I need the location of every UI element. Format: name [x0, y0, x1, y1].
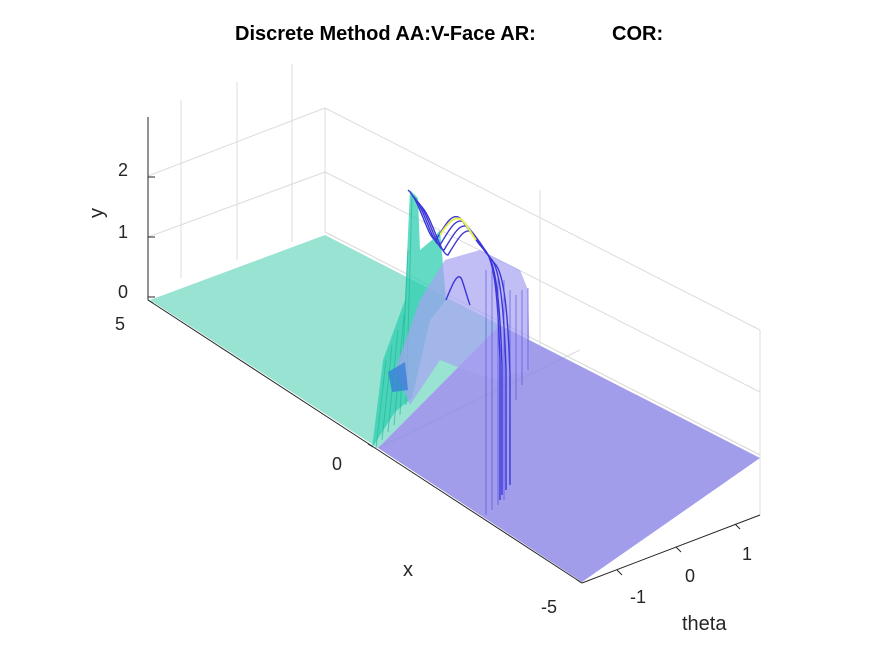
theta-axis-label: theta	[682, 613, 727, 635]
ridge-curve	[445, 276, 471, 306]
x-tick	[576, 579, 583, 584]
hatch-line	[375, 359, 387, 449]
theta-tick	[616, 569, 623, 576]
y-tick-label: 0	[118, 282, 128, 302]
blue-ridge-hatching	[485, 270, 529, 515]
theta-tick	[734, 523, 741, 530]
theta-tick	[675, 546, 682, 553]
y-tick-label: 2	[118, 160, 128, 180]
grid-line	[324, 231, 761, 456]
x-tick-label: -5	[541, 597, 557, 617]
right-surface	[378, 325, 760, 582]
chart-title-right: COR:	[612, 23, 663, 45]
grid-line	[324, 107, 761, 331]
axes	[147, 117, 761, 584]
y-tick-label: 1	[118, 222, 128, 242]
x-tick-label: 0	[332, 454, 342, 474]
crest-highlight	[439, 217, 477, 241]
theta-axis-line	[581, 514, 761, 584]
x-axis-label: x	[403, 559, 413, 581]
x-tick	[367, 443, 374, 448]
ridge-curve	[419, 204, 511, 485]
hatch-line	[381, 344, 393, 441]
theta-tick-label: 1	[742, 544, 752, 564]
grid-line	[324, 171, 761, 393]
theta-tick-label: 0	[685, 566, 695, 586]
x-tick	[147, 299, 154, 304]
grid	[147, 64, 761, 515]
chart-title-left: Discrete Method AA:V-Face AR:	[235, 23, 536, 45]
theta-tick-label: -1	[630, 587, 646, 607]
grid-line	[147, 107, 326, 177]
y-axis-label: y	[86, 208, 108, 218]
grid-line	[147, 171, 326, 238]
x-axis-line	[147, 299, 583, 584]
x-tick-label: 5	[115, 314, 125, 334]
blue-patch	[388, 362, 408, 392]
